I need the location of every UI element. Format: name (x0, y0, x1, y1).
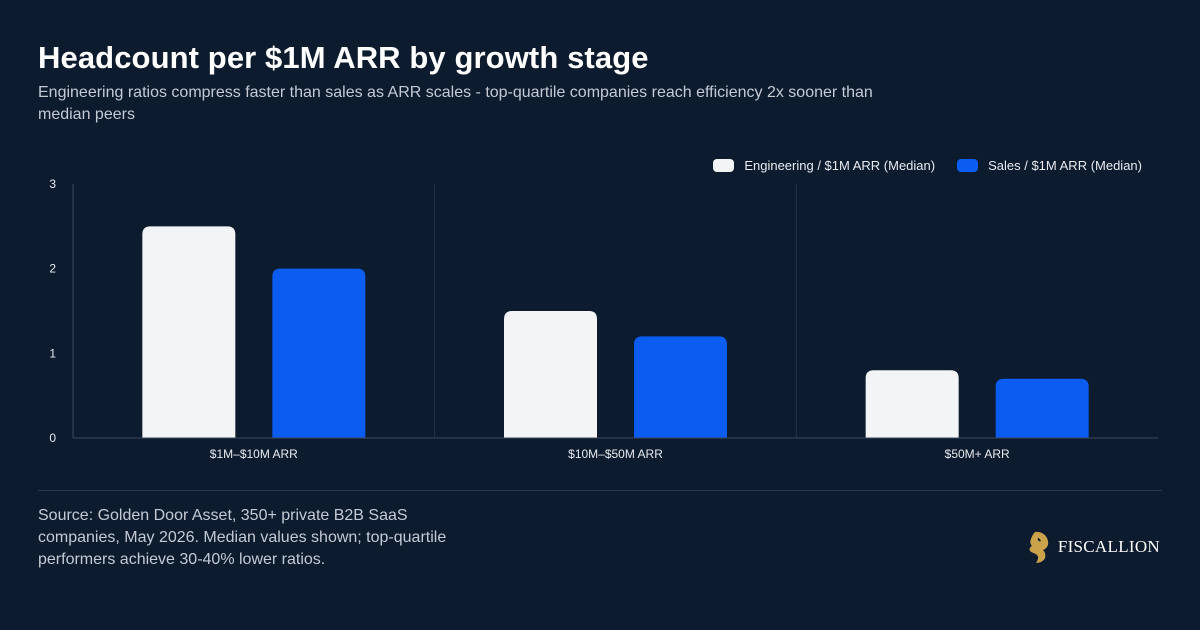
bar-sales (634, 336, 727, 438)
x-category-label: $50M+ ARR (945, 447, 1010, 461)
legend-swatch-sales (957, 159, 979, 172)
legend-label-sales: Sales / $1M ARR (Median) (988, 158, 1142, 173)
bar-engineering (865, 370, 959, 438)
brand-logo: FISCALLION (1026, 530, 1160, 564)
bar-engineering (142, 226, 236, 438)
chart-legend: Engineering / $1M ARR (Median) Sales / $… (713, 158, 1142, 173)
horse-head-logo-icon (1029, 531, 1049, 563)
source-note: Source: Golden Door Asset, 350+ private … (38, 507, 447, 568)
y-tick-label: 3 (49, 177, 56, 191)
footer-divider (38, 490, 1162, 491)
legend-swatch-engineering (713, 159, 735, 172)
legend-label-engineering: Engineering / $1M ARR (Median) (744, 158, 936, 173)
brand-name: FISCALLION (1057, 537, 1160, 556)
x-category-label: $1M–$10M ARR (210, 447, 298, 461)
bar-chart: 0 1 2 3 $1M–$10M ARR $10M–$50M ARR $50M+ ARR (49, 177, 1158, 461)
y-tick-label: 0 (49, 431, 56, 445)
y-tick-label: 2 (49, 262, 56, 276)
chart-title: Headcount per $1M ARR by growth stage (38, 40, 649, 75)
bar-sales (995, 378, 1089, 438)
x-category-label: $10M–$50M ARR (568, 447, 663, 461)
legend-item-sales: Sales / $1M ARR (Median) (957, 158, 1142, 173)
bar-engineering (504, 311, 597, 438)
chart-subtitle: Engineering ratios compress faster than … (38, 84, 873, 123)
y-tick-label: 1 (49, 346, 56, 360)
legend-item-engineering: Engineering / $1M ARR (Median) (713, 158, 935, 173)
bar-sales (272, 268, 366, 438)
